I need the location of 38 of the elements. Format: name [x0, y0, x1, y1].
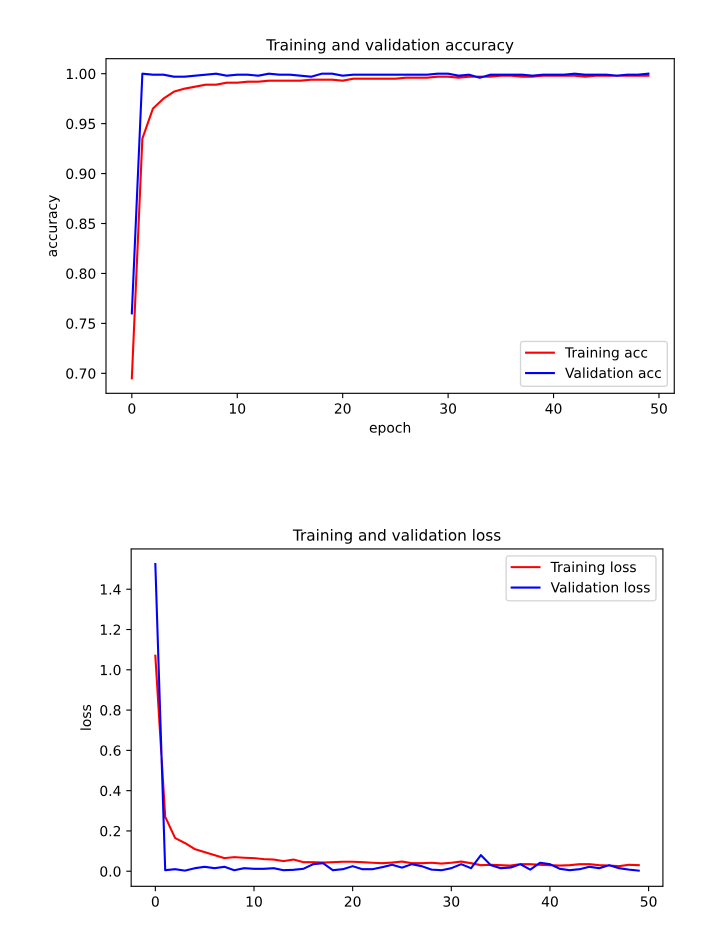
y-axis-title: accuracy — [49, 195, 60, 257]
x-tick-label: 30 — [440, 403, 456, 414]
x-tick-label: 50 — [640, 896, 657, 907]
y-tick-label: 0.8 — [100, 705, 120, 716]
y-tick-label: 1.0 — [100, 664, 121, 676]
x-axis-title: epoch — [370, 422, 410, 436]
line-series — [154, 654, 640, 868]
legend-label: Training loss — [550, 561, 636, 575]
y-tick-label: 0.0 — [100, 866, 121, 877]
x-tick-label: 50 — [651, 403, 667, 414]
y-tick-label: 0.90 — [66, 168, 96, 180]
y-tick-label: 0.70 — [66, 368, 96, 379]
y-tick-label: 0.85 — [66, 218, 96, 229]
y-tick-label: 0.2 — [100, 826, 120, 836]
x-tick-label: 0 — [152, 896, 159, 907]
y-axis-title: loss — [80, 704, 92, 730]
y-tick-label: 0.80 — [66, 268, 96, 279]
legend-label: Validation loss — [550, 582, 650, 593]
chart-title: Training and validation accuracy — [266, 38, 514, 54]
legend-label: Training acc — [564, 346, 648, 360]
chart-title: Training and validation loss — [292, 529, 500, 544]
x-tick-label: 40 — [545, 403, 562, 414]
y-tick-label: 1.2 — [100, 624, 120, 635]
y-tick-label: 0.4 — [100, 786, 121, 796]
x-tick-label: 40 — [542, 896, 558, 907]
x-tick-label: 10 — [246, 896, 262, 907]
line-series — [130, 72, 650, 314]
y-tick-label: 1.00 — [66, 68, 96, 80]
y-tick-label: 1.4 — [100, 584, 121, 595]
x-tick-label: 20 — [344, 896, 361, 907]
y-tick-label: 0.95 — [66, 118, 96, 130]
x-tick-label: 20 — [334, 403, 351, 414]
legend-label: Validation acc — [565, 367, 661, 378]
y-tick-label: 0.6 — [100, 745, 121, 756]
x-tick-label: 0 — [128, 403, 136, 414]
x-tick-label: 10 — [230, 403, 246, 414]
y-tick-label: 0.75 — [66, 318, 96, 329]
x-tick-label: 30 — [444, 896, 460, 907]
